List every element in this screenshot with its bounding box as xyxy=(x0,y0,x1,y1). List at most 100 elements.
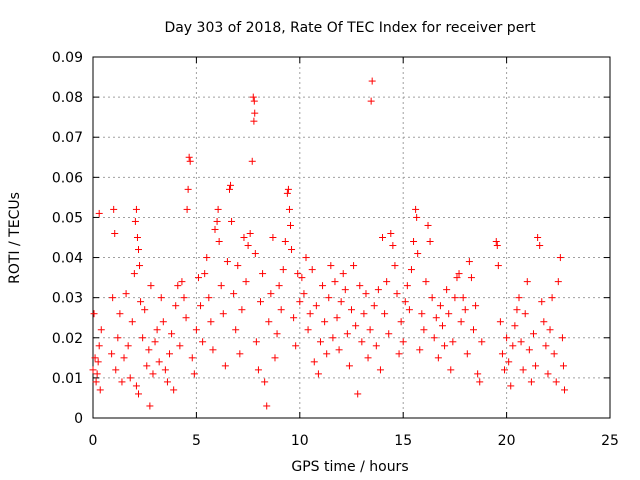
data-point xyxy=(356,282,364,290)
data-point xyxy=(263,402,271,410)
data-point xyxy=(449,338,457,346)
data-point xyxy=(209,346,217,354)
grid xyxy=(93,57,610,418)
data-point xyxy=(470,326,478,334)
data-point xyxy=(214,205,222,213)
data-point xyxy=(323,350,331,358)
data-point xyxy=(232,326,240,334)
data-point xyxy=(329,334,337,342)
data-point xyxy=(416,346,424,354)
data-point xyxy=(228,217,236,225)
data-point xyxy=(286,221,294,229)
data-point xyxy=(93,370,101,378)
data-point xyxy=(525,346,533,354)
data-point xyxy=(170,386,178,394)
data-point xyxy=(217,282,225,290)
data-point xyxy=(341,286,349,294)
data-point xyxy=(163,378,171,386)
data-point xyxy=(227,181,235,189)
data-point xyxy=(244,242,252,250)
data-point xyxy=(331,278,339,286)
y-tick-label: 0.01 xyxy=(52,371,83,387)
data-point xyxy=(325,294,333,302)
data-point xyxy=(556,254,564,262)
data-point xyxy=(501,366,509,374)
y-tick-label: 0.07 xyxy=(52,130,83,146)
data-point xyxy=(166,350,174,358)
data-point xyxy=(250,97,258,105)
data-point xyxy=(453,274,461,282)
data-point xyxy=(366,326,374,334)
data-point xyxy=(430,334,438,342)
data-point xyxy=(401,298,409,306)
data-point xyxy=(310,358,318,366)
data-point xyxy=(242,278,250,286)
data-point xyxy=(532,362,540,370)
data-point xyxy=(308,266,316,274)
data-point xyxy=(505,358,513,366)
data-point xyxy=(333,314,341,322)
data-point xyxy=(403,282,411,290)
data-point xyxy=(133,234,141,241)
data-point xyxy=(540,318,548,326)
data-point xyxy=(463,350,471,358)
data-point xyxy=(395,350,403,358)
data-point xyxy=(461,306,469,314)
data-point xyxy=(467,274,475,282)
data-point xyxy=(254,366,262,374)
data-point xyxy=(284,185,292,193)
data-point xyxy=(370,302,378,310)
data-point xyxy=(134,246,142,254)
data-point xyxy=(95,209,103,217)
data-point xyxy=(111,229,119,237)
data-point xyxy=(122,290,130,298)
data-point xyxy=(536,242,544,250)
data-point xyxy=(141,306,149,314)
data-point xyxy=(414,250,422,258)
data-point xyxy=(251,109,259,117)
data-point xyxy=(112,366,120,374)
data-point xyxy=(283,189,291,197)
data-point xyxy=(327,262,335,270)
data-point xyxy=(368,77,376,85)
data-point xyxy=(358,338,366,346)
data-point xyxy=(559,362,567,370)
data-point xyxy=(426,238,434,246)
data-point xyxy=(296,298,304,306)
data-point xyxy=(455,270,463,278)
data-point xyxy=(151,338,159,346)
data-point xyxy=(472,302,480,310)
data-point xyxy=(290,314,298,322)
data-point xyxy=(387,229,395,237)
data-point xyxy=(548,294,556,302)
data-point xyxy=(383,278,391,286)
chart-title: Day 303 of 2018, Rate Of TEC Index for r… xyxy=(164,20,536,36)
data-point xyxy=(302,254,310,262)
data-point xyxy=(211,225,219,233)
y-tick-label: 0.06 xyxy=(52,170,83,186)
data-point xyxy=(95,342,103,350)
data-point xyxy=(143,362,151,370)
data-point xyxy=(399,338,407,346)
data-point xyxy=(161,366,169,374)
data-point xyxy=(126,374,134,382)
data-point xyxy=(207,318,215,326)
data-point xyxy=(131,217,139,225)
data-point xyxy=(561,386,569,394)
data-point xyxy=(436,302,444,310)
data-point xyxy=(110,205,118,213)
y-tick-label: 0.04 xyxy=(52,251,83,267)
data-point xyxy=(445,310,453,318)
data-point xyxy=(147,282,155,290)
data-point xyxy=(139,334,147,342)
data-point xyxy=(185,153,193,161)
plot-frame xyxy=(92,56,611,419)
data-point xyxy=(130,270,138,278)
data-point xyxy=(507,382,515,390)
data-point xyxy=(367,97,375,105)
data-point xyxy=(265,318,273,326)
data-point xyxy=(314,370,322,378)
data-point xyxy=(519,366,527,374)
x-axis-label: GPS time / hours xyxy=(291,459,408,475)
data-point xyxy=(451,294,459,302)
